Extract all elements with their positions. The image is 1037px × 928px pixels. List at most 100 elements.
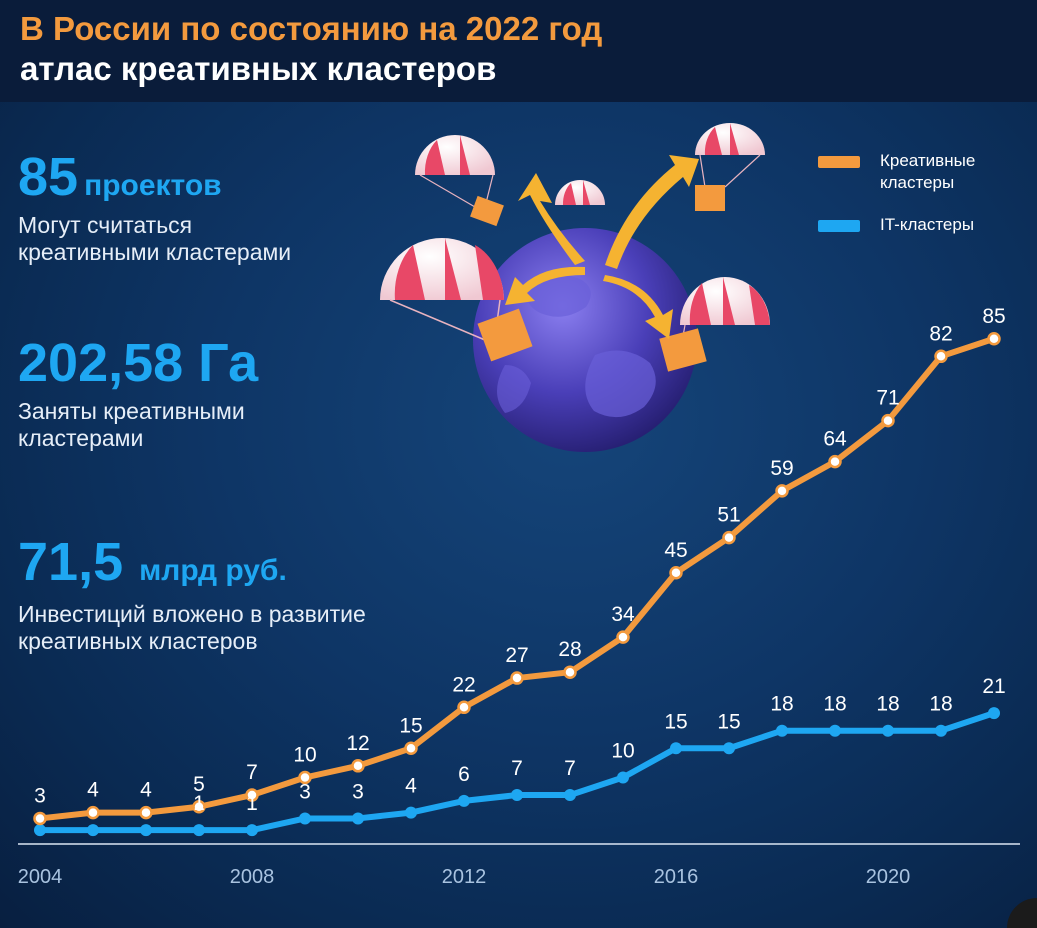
legend-item-it: IT-кластеры <box>818 214 1028 236</box>
stat-investments: 71,5 млрд руб. Инвестиций вложено в разви… <box>18 535 366 655</box>
value-label-creative: 7 <box>246 761 258 784</box>
value-label-creative: 45 <box>664 539 687 562</box>
legend-swatch-creative <box>818 156 860 168</box>
stat-projects-value: 85 проектов <box>18 150 291 204</box>
stat-area-number: 202,58 Га <box>18 333 259 393</box>
series-points <box>33 332 1001 837</box>
point-creative <box>775 484 789 498</box>
point-it <box>458 794 470 807</box>
point-creative <box>881 413 895 428</box>
stat-investments-desc-line-2: креативных кластеров <box>18 628 258 654</box>
stat-investments-desc-line-1: Инвестиций вложено в развитие <box>18 601 366 627</box>
stat-projects: 85 проектов Могут считаться креативными к… <box>18 150 291 266</box>
legend-label-creative-2: кластеры <box>880 173 955 192</box>
value-label-creative: 10 <box>293 744 316 767</box>
point-creative <box>139 805 153 820</box>
stat-projects-desc-line-2: креативными кластерами <box>18 239 292 265</box>
point-creative <box>828 454 842 469</box>
parachute-icon <box>695 123 765 188</box>
stat-investments-value: 71,5 млрд руб. <box>18 535 366 589</box>
value-label-creative: 28 <box>558 638 581 661</box>
point-creative <box>245 788 259 802</box>
point-creative <box>298 770 312 785</box>
point-it <box>882 724 894 737</box>
globe-parachutes-illustration <box>380 123 770 452</box>
point-it <box>723 742 735 755</box>
value-label-it: 15 <box>664 710 687 733</box>
point-creative <box>563 665 577 679</box>
value-label-creative: 85 <box>982 305 1005 328</box>
stat-projects-unit: проектов <box>84 169 222 202</box>
value-label-creative: 51 <box>717 504 740 527</box>
point-it <box>935 724 947 737</box>
legend-item-creative: Креативные кластеры <box>818 150 1028 194</box>
stat-investments-unit: млрд руб. <box>139 554 287 587</box>
value-label-it: 21 <box>982 675 1005 698</box>
header-bar: В России по состоянию на 2022 год атлас … <box>0 0 1037 102</box>
point-creative <box>987 332 1001 346</box>
point-creative <box>192 800 206 814</box>
point-creative <box>616 630 630 644</box>
point-it <box>511 789 523 802</box>
series-line-creative <box>37 335 997 822</box>
value-label-creative: 4 <box>87 779 99 802</box>
stat-area-description: Заняты креативными кластерами <box>18 398 258 452</box>
value-label-creative: 59 <box>770 457 793 480</box>
value-label-it: 4 <box>405 775 417 798</box>
stat-projects-description: Могут считаться креативными кластерами <box>18 212 291 266</box>
value-label-it: 3 <box>352 780 364 803</box>
point-creative <box>33 811 47 826</box>
arrow-icon <box>505 155 699 339</box>
point-it <box>670 742 682 755</box>
legend-swatch-it <box>818 220 860 232</box>
title-line-2: атлас креативных кластеров <box>20 50 497 87</box>
legend-label-creative-1: Креативные <box>880 151 976 170</box>
value-label-creative: 15 <box>399 714 422 737</box>
point-creative <box>457 700 471 715</box>
stat-investments-description: Инвестиций вложено в развитие креативных… <box>18 601 366 655</box>
chart-legend: Креативные кластеры IT-кластеры <box>818 150 1028 236</box>
box-icon <box>659 328 707 372</box>
x-tick-label: 2004 <box>18 866 63 888</box>
point-it <box>776 724 788 737</box>
x-tick-label: 2008 <box>230 866 275 888</box>
x-tick-label: 2016 <box>654 866 699 888</box>
stat-area: 202,58 Га Заняты креативными кластерами <box>18 336 258 452</box>
stat-area-value: 202,58 Га <box>18 336 258 390</box>
point-it <box>193 824 205 837</box>
value-label-it: 1 <box>193 792 205 815</box>
value-label-it: 10 <box>611 740 634 763</box>
parachute-icon <box>415 135 495 208</box>
value-label-creative: 22 <box>452 673 475 696</box>
value-label-it: 18 <box>770 693 793 716</box>
point-creative <box>934 349 948 364</box>
value-label-creative: 64 <box>823 428 847 451</box>
value-label-it: 18 <box>876 693 899 716</box>
point-creative <box>404 741 418 755</box>
box-icon <box>470 195 504 227</box>
parachute-icon <box>555 180 605 205</box>
value-label-it: 7 <box>511 757 523 780</box>
value-label-it: 18 <box>823 693 846 716</box>
value-label-it: 7 <box>564 757 576 780</box>
point-creative <box>351 759 365 773</box>
value-label-creative: 34 <box>611 603 635 626</box>
value-label-creative: 4 <box>140 779 152 802</box>
value-label-creative: 5 <box>193 773 205 796</box>
x-tick-label: 2012 <box>442 866 487 888</box>
point-it <box>988 707 1000 720</box>
point-creative <box>669 566 683 580</box>
value-label-it: 18 <box>929 693 952 716</box>
parachute-icon <box>380 238 504 341</box>
value-label-creative: 82 <box>929 322 952 345</box>
stat-projects-desc-line-1: Могут считаться <box>18 212 193 238</box>
point-it <box>87 824 99 837</box>
point-creative <box>722 530 736 545</box>
value-label-creative: 3 <box>34 784 46 807</box>
point-it <box>829 724 841 737</box>
x-tick-label: 2020 <box>866 866 911 888</box>
value-label-it: 6 <box>458 763 470 786</box>
point-it <box>140 824 152 837</box>
stat-area-desc-line-2: кластерами <box>18 425 144 451</box>
